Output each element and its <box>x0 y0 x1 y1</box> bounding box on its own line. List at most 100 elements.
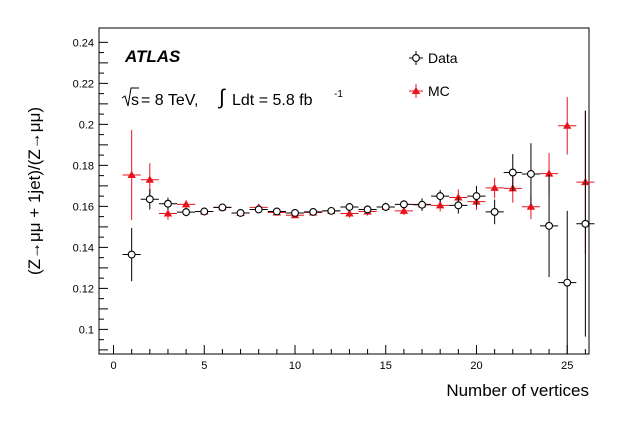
sqrt-s-label: s <box>131 92 139 109</box>
series-data <box>122 111 595 354</box>
y-tick-label: 0.2 <box>79 119 94 131</box>
mc-marker <box>399 206 409 214</box>
legend-mc-marker <box>409 84 423 98</box>
data-marker <box>327 206 336 215</box>
mc-marker <box>563 121 572 129</box>
data-marker <box>218 203 227 212</box>
x-tick-label: 20 <box>470 360 482 372</box>
data-point <box>322 206 341 215</box>
data-marker <box>581 219 590 228</box>
data-marker <box>127 250 136 259</box>
data-point <box>394 200 413 209</box>
mc-marker <box>454 193 463 201</box>
data-point <box>231 208 250 217</box>
data-point <box>358 205 377 214</box>
data-marker <box>381 203 390 211</box>
mc-marker <box>435 201 445 209</box>
data-marker <box>164 199 172 208</box>
legend-mc-label: MC <box>428 83 450 99</box>
y-tick-label: 0.14 <box>73 242 94 254</box>
mc-marker <box>127 170 136 179</box>
y-tick-label: 0.22 <box>73 78 94 90</box>
data-marker <box>454 201 463 210</box>
data-point <box>485 199 504 225</box>
data-point <box>503 154 522 191</box>
data-marker <box>272 207 281 216</box>
data-point <box>340 202 359 212</box>
mc-marker <box>490 183 499 191</box>
data-point <box>540 174 559 278</box>
mc-marker <box>145 175 155 183</box>
experiment-label: ATLAS <box>124 47 181 66</box>
y-tick-label: 0.18 <box>73 160 94 172</box>
y-tick-label: 0.16 <box>73 201 94 213</box>
legend-data-marker <box>409 51 423 65</box>
y-tick-label: 0.1 <box>79 324 94 336</box>
y-tick-label: 0.24 <box>73 37 94 49</box>
data-marker <box>545 221 554 230</box>
data-marker <box>418 200 426 209</box>
x-tick-label: 5 <box>201 360 207 372</box>
energy-annotation: s = 8 TeV, ∫ Ldt = 5.8 fb -1 <box>121 86 343 109</box>
x-tick-label: 25 <box>561 360 573 372</box>
data-point <box>412 198 432 211</box>
data-marker <box>345 203 354 211</box>
mc-marker <box>526 202 536 210</box>
x-axis: 0 5 10 15 20 25 <box>110 345 586 372</box>
data-point <box>376 202 395 212</box>
data-point <box>249 205 268 214</box>
luminosity-exponent: -1 <box>334 89 343 100</box>
mc-point <box>558 97 577 155</box>
data-marker <box>200 207 209 216</box>
y-axis: 0.1 0.12 0.14 0.16 0.18 0.2 0.22 0.24 <box>73 37 108 351</box>
x-tick-label: 15 <box>380 360 392 372</box>
data-marker <box>182 208 191 217</box>
mc-point <box>485 177 504 199</box>
mc-marker <box>163 209 173 217</box>
mc-point <box>122 129 141 221</box>
data-point <box>158 197 178 210</box>
plot-frame <box>98 27 590 355</box>
data-point <box>449 197 468 214</box>
data-point <box>195 207 214 216</box>
data-point <box>267 207 286 216</box>
data-point <box>576 111 595 337</box>
data-point <box>304 207 323 216</box>
data-point <box>140 188 159 210</box>
data-marker <box>236 208 245 217</box>
data-point <box>213 203 232 212</box>
data-marker <box>508 168 517 177</box>
data-marker <box>363 205 372 214</box>
data-point <box>467 185 486 207</box>
series-mc <box>122 97 595 254</box>
data-marker <box>563 278 572 287</box>
data-marker <box>526 170 535 178</box>
data-marker <box>399 200 408 209</box>
data-point <box>521 143 540 205</box>
data-marker <box>291 208 299 217</box>
data-marker <box>309 207 318 216</box>
data-marker <box>254 205 263 214</box>
data-point <box>285 208 305 217</box>
legend: Data MC <box>409 50 458 99</box>
mc-point <box>177 200 196 209</box>
data-marker <box>145 195 154 204</box>
luminosity-label: Ldt = 5.8 fb <box>232 92 313 109</box>
data-point <box>558 210 577 354</box>
mc-marker <box>181 200 191 208</box>
sqrt-icon <box>121 87 139 107</box>
mc-marker <box>345 209 354 217</box>
y-tick-label: 0.12 <box>73 283 94 295</box>
x-axis-title: Number of vertices <box>446 381 589 400</box>
data-point <box>122 227 141 282</box>
integral-symbol: ∫ <box>218 86 226 109</box>
x-tick-label: 10 <box>289 360 301 372</box>
x-tick-label: 0 <box>110 360 116 372</box>
data-point <box>431 189 450 203</box>
data-marker <box>490 207 499 216</box>
mc-marker <box>544 169 554 177</box>
energy-label: = 8 TeV, <box>141 92 198 109</box>
data-point <box>177 208 196 217</box>
legend-data-label: Data <box>428 50 458 66</box>
